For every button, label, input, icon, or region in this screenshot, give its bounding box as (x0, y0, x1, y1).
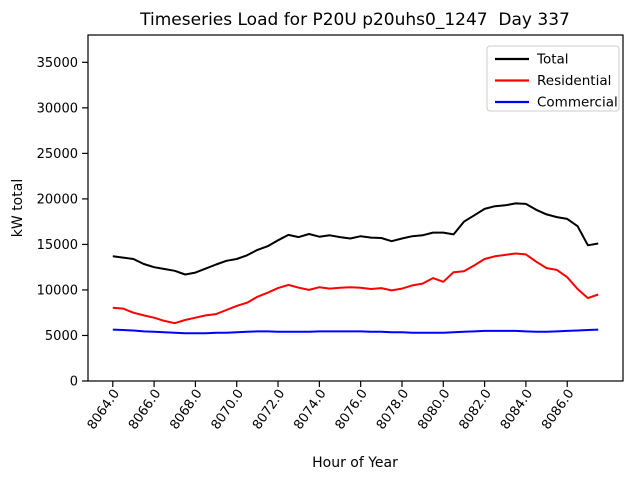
legend-label-commercial: Commercial (537, 95, 618, 111)
y-tick-label: 0 (70, 375, 78, 390)
x-tick-label: 8078.0 (374, 387, 412, 433)
line-commercial (112, 328, 599, 335)
x-tick-label: 8076.0 (333, 387, 371, 433)
x-tick-label: 8080.0 (415, 387, 453, 433)
x-tick-label: 8082.0 (456, 387, 494, 433)
y-tick-label: 10000 (37, 283, 78, 298)
x-tick-label: 8074.0 (291, 387, 329, 433)
x-axis-label: Hour of Year (312, 455, 398, 471)
legend-frame (486, 45, 620, 112)
y-tick-label: 30000 (37, 101, 78, 116)
y-tick-label: 35000 (37, 56, 78, 71)
chart-title: Timeseries Load for P20U p20uhs0_1247 Da… (139, 10, 570, 30)
data-lines (112, 202, 599, 335)
x-tick-label: 8086.0 (539, 387, 577, 433)
plot-border (87, 34, 624, 382)
y-tick-label: 15000 (37, 238, 78, 253)
x-tick-label: 8070.0 (209, 387, 247, 433)
axis-ticks: 0 5000 10000 15000 20000 25000 30000 35000 8064.… (37, 56, 578, 433)
y-tick-label: 20000 (37, 192, 78, 207)
y-axis-label: kW total (10, 179, 26, 237)
plot-border-rect (87, 34, 624, 382)
x-tick-label: 8064.0 (85, 387, 123, 433)
y-tick-label: 5000 (45, 329, 78, 344)
x-tick-label: 8068.0 (167, 387, 205, 433)
x-tick-label: 8072.0 (250, 387, 288, 433)
legend: Total Residential Commercial (486, 45, 620, 112)
line-residential (112, 252, 599, 325)
x-tick-label: 8066.0 (126, 387, 164, 433)
x-tick-label: 8084.0 (498, 387, 536, 433)
legend-label-total: Total (536, 52, 569, 68)
line-total (112, 202, 599, 276)
y-tick-label: 25000 (37, 147, 78, 162)
legend-label-residential: Residential (537, 73, 611, 89)
